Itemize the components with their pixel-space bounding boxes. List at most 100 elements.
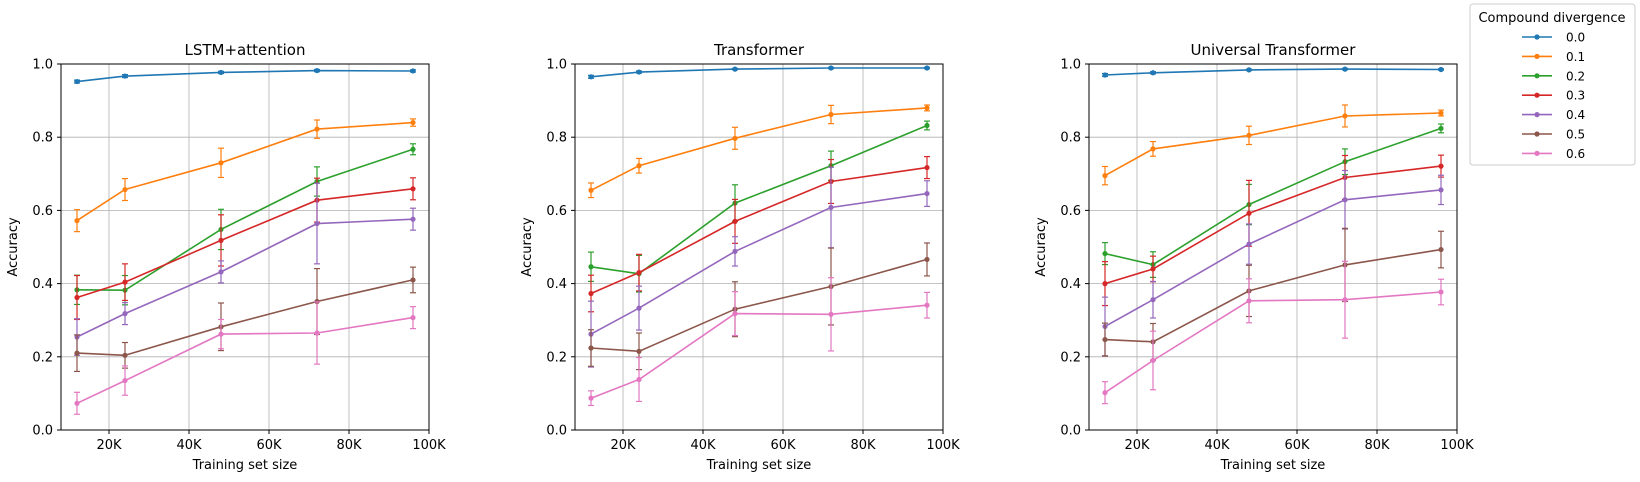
y-tick-label: 0.2 xyxy=(546,350,567,365)
data-point xyxy=(924,105,930,111)
data-point xyxy=(1102,390,1108,396)
y-tick-label: 0.2 xyxy=(32,350,53,365)
data-point xyxy=(636,69,642,75)
y-tick-label: 0.6 xyxy=(1060,204,1081,219)
data-point xyxy=(1102,72,1108,78)
x-tick-label: 60K xyxy=(770,438,796,453)
data-point xyxy=(122,279,128,285)
data-point xyxy=(1102,173,1108,179)
data-point xyxy=(924,122,930,129)
x-tick-label: 100K xyxy=(1440,438,1474,453)
y-tick-label: 1.0 xyxy=(1060,58,1081,73)
legend-marker xyxy=(1534,131,1540,137)
y-tick-label: 1.0 xyxy=(32,58,53,73)
legend-label: 0.1 xyxy=(1566,50,1585,64)
y-tick-label: 0.4 xyxy=(1060,277,1081,292)
data-point xyxy=(1246,241,1252,247)
plot-frame xyxy=(1088,63,1458,431)
data-point xyxy=(410,146,416,152)
legend-label: 0.2 xyxy=(1566,69,1585,83)
x-tick-label: 40K xyxy=(176,438,202,453)
data-point xyxy=(122,73,128,79)
data-point xyxy=(1150,266,1156,272)
data-point xyxy=(410,277,416,283)
x-tick-label: 40K xyxy=(1204,438,1230,453)
data-point xyxy=(410,315,416,321)
data-point xyxy=(1438,289,1444,295)
chart-title: LSTM+attention xyxy=(185,41,306,59)
data-point xyxy=(314,67,320,74)
legend: Compound divergence 0.0 0.1 0.2 0.3 0.4 0.5 0.6 xyxy=(1469,3,1636,166)
legend-entry: 0.6 xyxy=(1522,147,1585,161)
data-point xyxy=(828,65,834,71)
data-point xyxy=(410,119,416,126)
x-tick-label: 100K xyxy=(926,438,960,453)
legend-entry: 0.4 xyxy=(1522,108,1585,122)
data-point xyxy=(1342,297,1348,303)
data-point xyxy=(588,290,594,297)
data-point xyxy=(122,377,128,384)
x-tick-label: 100K xyxy=(412,438,446,453)
legend-marker xyxy=(1534,73,1540,79)
y-axis-label: Accuracy xyxy=(6,217,21,277)
data-point xyxy=(218,331,224,337)
y-tick-label: 0.8 xyxy=(546,131,567,146)
series-line xyxy=(76,218,414,338)
y-tick-label: 0.6 xyxy=(546,204,567,219)
chart-title: Universal Transformer xyxy=(1191,41,1357,59)
data-point xyxy=(1438,66,1444,73)
data-point xyxy=(924,256,930,263)
data-point xyxy=(1438,187,1444,193)
data-point xyxy=(314,220,320,227)
x-axis-label: Training set size xyxy=(192,458,298,473)
data-point xyxy=(1342,113,1348,119)
series-line xyxy=(1104,165,1442,285)
data-point xyxy=(122,352,128,358)
data-point xyxy=(1246,132,1252,138)
legend-marker xyxy=(1534,53,1540,60)
series-0.1 xyxy=(1102,104,1444,186)
data-point xyxy=(636,270,642,276)
x-tick-label: 20K xyxy=(96,438,122,453)
y-tick-label: 0.8 xyxy=(1060,131,1081,146)
chart-title: Transformer xyxy=(713,41,805,59)
data-point xyxy=(1102,336,1108,343)
data-point xyxy=(122,311,128,317)
series-line xyxy=(76,148,414,292)
series-line xyxy=(76,279,414,357)
y-axis-label: Accuracy xyxy=(1034,217,1049,277)
data-point xyxy=(1102,281,1108,287)
data-point xyxy=(1342,197,1348,203)
data-point xyxy=(74,400,80,406)
data-point xyxy=(732,248,738,254)
x-tick-label: 80K xyxy=(850,438,876,453)
y-tick-label: 0.0 xyxy=(32,424,53,439)
legend-label: 0.6 xyxy=(1566,147,1585,161)
data-point xyxy=(924,190,930,197)
x-axis-label: Training set size xyxy=(1220,458,1326,473)
x-axis-label: Training set size xyxy=(706,458,812,473)
data-point xyxy=(924,302,930,308)
data-point xyxy=(74,294,80,301)
data-point xyxy=(588,264,594,270)
data-point xyxy=(218,160,224,166)
legend-title: Compound divergence xyxy=(1478,11,1625,26)
legend-label: 0.0 xyxy=(1566,31,1585,45)
data-point xyxy=(1150,357,1156,364)
data-point xyxy=(1150,297,1156,303)
data-point xyxy=(828,111,834,118)
y-tick-label: 0.6 xyxy=(32,204,53,219)
panel-2: 20K 40K 60K 80K 100K 0.0 0.2 0.4 0.6 0.8 1.0 Univer… xyxy=(1034,41,1474,473)
series-line xyxy=(1104,112,1442,177)
series-0.6 xyxy=(1102,260,1444,405)
series-0.4 xyxy=(588,166,930,368)
series-line xyxy=(590,124,928,275)
x-tick-label: 60K xyxy=(1284,438,1310,453)
y-tick-label: 0.8 xyxy=(32,131,53,146)
x-tick-label: 80K xyxy=(1364,438,1390,453)
data-point xyxy=(1342,66,1348,72)
data-point xyxy=(732,311,738,317)
series-0.0 xyxy=(1102,66,1444,78)
x-tick-label: 80K xyxy=(336,438,362,453)
